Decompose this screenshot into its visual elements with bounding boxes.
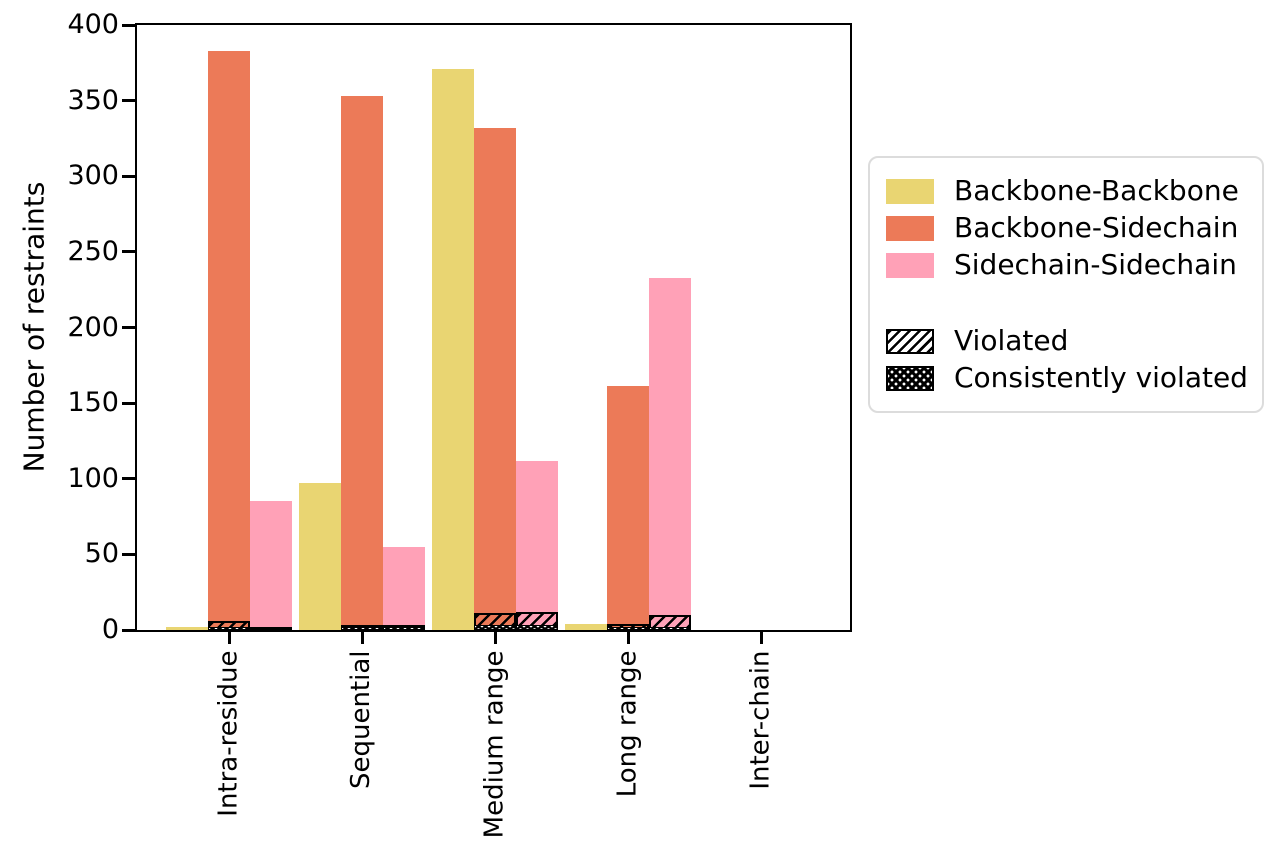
y-tick-mark-300 — [122, 174, 135, 178]
consistently-violated-overlay-sidechain-sidechain-sequential — [383, 626, 425, 630]
consistently-violated-overlay-backbone-sidechain-intra-residue — [208, 626, 250, 630]
legend-label-consistently-violated: Consistently violated — [954, 361, 1248, 394]
consistently-violated-overlay-sidechain-sidechain-long-range — [649, 626, 691, 630]
consistently-violated-overlay-backbone-sidechain-sequential — [341, 626, 383, 630]
y-tick-label-350: 350 — [67, 84, 119, 116]
legend-item-violated: Violated — [886, 325, 1246, 357]
consistently-violated-overlay-backbone-sidechain-medium-range — [474, 625, 516, 630]
x-tick-mark-inter-chain — [759, 632, 763, 644]
bar-backbone-sidechain-sequential — [341, 96, 383, 630]
y-tick-mark-50 — [122, 552, 135, 556]
legend-item-backbone-sidechain: Backbone-Sidechain — [886, 212, 1246, 244]
legend-label-backbone-sidechain: Backbone-Sidechain — [954, 211, 1239, 244]
bar-backbone-backbone-intra-residue — [166, 626, 208, 630]
y-tick-label-200: 200 — [67, 311, 119, 343]
bar-sidechain-sidechain-long-range — [649, 277, 691, 630]
legend-spacer — [886, 286, 1246, 320]
bar-backbone-sidechain-long-range — [607, 386, 649, 630]
y-tick-mark-350 — [122, 99, 135, 103]
bar-backbone-backbone-medium-range — [432, 68, 474, 630]
legend-label-sidechain-sidechain: Sidechain-Sidechain — [954, 248, 1237, 281]
legend-label-backbone-backbone: Backbone-Backbone — [954, 174, 1239, 207]
y-tick-label-300: 300 — [67, 160, 119, 192]
legend-swatch-consistently-violated-hatch-icon — [886, 365, 934, 391]
consistently-violated-overlay-backbone-sidechain-long-range — [607, 626, 649, 630]
legend-item-consistently-violated: Consistently violated — [886, 361, 1248, 394]
x-tick-label-medium-range: Medium range — [479, 650, 510, 839]
bar-backbone-sidechain-medium-range — [474, 127, 516, 630]
y-tick-mark-250 — [122, 250, 135, 254]
bar-sidechain-sidechain-sequential — [383, 546, 425, 630]
bar-backbone-backbone-sequential — [299, 483, 341, 630]
x-tick-label-intra-residue: Intra-residue — [213, 650, 244, 817]
legend: Backbone-Backbone Backbone-Sidechain Sid… — [868, 156, 1264, 413]
legend-item-sidechain-sidechain: Sidechain-Sidechain — [886, 249, 1246, 281]
x-tick-mark-long-range — [626, 632, 630, 644]
y-tick-mark-400 — [122, 23, 135, 27]
y-tick-mark-200 — [122, 326, 135, 329]
x-tick-label-long-range: Long range — [612, 650, 643, 798]
bar-sidechain-sidechain-intra-residue — [250, 501, 292, 630]
y-tick-label-400: 400 — [67, 9, 119, 40]
y-tick-label-100: 100 — [67, 462, 119, 494]
bar-backbone-backbone-long-range — [565, 623, 607, 630]
plot-area: 0 50 100 150 200 250 300 350 400 Intra-residue Seq… — [67, 11, 852, 838]
y-tick-label-150: 150 — [67, 387, 119, 419]
x-tick-label-sequential: Sequential — [346, 650, 377, 790]
y-tick-mark-100 — [122, 477, 135, 481]
consistently-violated-overlay-sidechain-sidechain-medium-range — [516, 625, 558, 630]
x-tick-label-inter-chain: Inter-chain — [745, 650, 776, 790]
bar-sidechain-sidechain-medium-range — [516, 460, 558, 630]
legend-label-violated: Violated — [954, 324, 1069, 357]
bar-backbone-sidechain-intra-residue — [208, 50, 250, 630]
violated-overlay-sidechain-sidechain-intra-residue — [250, 627, 292, 631]
legend-item-backbone-backbone: Backbone-Backbone — [886, 175, 1246, 207]
x-tick-mark-medium-range — [493, 632, 497, 644]
y-tick-mark-0 — [122, 628, 135, 632]
x-tick-mark-sequential — [360, 632, 364, 644]
y-tick-label-250: 250 — [67, 235, 119, 267]
y-tick-label-0: 0 — [101, 614, 119, 645]
y-tick-label-50: 50 — [84, 538, 119, 570]
legend-swatch-backbone-sidechain — [886, 215, 934, 241]
x-tick-mark-intra-residue — [227, 632, 231, 644]
y-tick-mark-150 — [122, 401, 135, 405]
legend-swatch-violated-hatch-icon — [886, 328, 934, 354]
legend-swatch-backbone-backbone — [886, 178, 934, 204]
legend-swatch-sidechain-sidechain — [886, 252, 934, 278]
